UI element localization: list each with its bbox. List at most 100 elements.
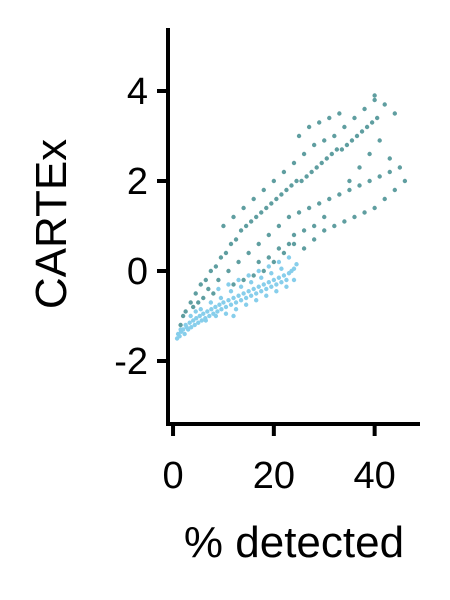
scatter-point-light bbox=[226, 282, 231, 287]
scatter-point-dark bbox=[296, 133, 302, 139]
scatter-point-light bbox=[266, 264, 271, 269]
scatter-point-dark bbox=[261, 187, 266, 193]
scatter-point-light bbox=[231, 295, 236, 301]
scatter-point-dark bbox=[301, 246, 307, 251]
scatter-point-dark bbox=[261, 268, 266, 274]
x-ticks: 0 20 40 bbox=[162, 424, 396, 497]
scatter-point-dark bbox=[221, 223, 226, 229]
scatter-point-dark bbox=[281, 250, 287, 256]
scatter-point-light bbox=[223, 311, 229, 316]
scatter-point-dark bbox=[332, 133, 337, 139]
scatter-point-dark bbox=[382, 196, 387, 202]
scatter-point-dark bbox=[241, 277, 246, 283]
scatter-point-light bbox=[213, 304, 218, 310]
scatter-point-dark bbox=[254, 214, 259, 220]
x-tick-label: 20 bbox=[253, 455, 295, 497]
scatter-point-dark bbox=[322, 138, 327, 143]
scatter-point-dark bbox=[392, 111, 397, 116]
scatter-point-dark bbox=[367, 151, 372, 157]
scatter-point-dark bbox=[319, 160, 324, 166]
scatter-point-light bbox=[191, 318, 196, 323]
scatter-point-dark bbox=[311, 223, 317, 229]
scatter-point-light bbox=[266, 280, 271, 285]
scatter-point-dark bbox=[334, 147, 340, 152]
scatter-point-dark bbox=[324, 156, 329, 161]
points-layer bbox=[174, 93, 408, 341]
scatter-point-dark bbox=[271, 259, 277, 265]
scatter-point-dark bbox=[256, 241, 261, 247]
scatter-point-dark bbox=[397, 165, 403, 170]
scatter-point-dark bbox=[309, 169, 314, 175]
scatter-point-dark bbox=[301, 228, 307, 233]
scatter-point-light bbox=[246, 289, 251, 294]
scatter-point-dark bbox=[188, 300, 193, 305]
scatter-point-light bbox=[228, 302, 234, 307]
scatter-point-dark bbox=[216, 277, 221, 283]
scatter-point-dark bbox=[364, 124, 370, 130]
scatter-point-light bbox=[254, 291, 259, 296]
scatter-point-dark bbox=[377, 174, 382, 179]
scatter-point-dark bbox=[180, 313, 186, 319]
scatter-point-light bbox=[218, 295, 224, 301]
scatter-point-dark bbox=[236, 259, 241, 265]
scatter-point-dark bbox=[211, 291, 216, 296]
scatter-point-light bbox=[254, 298, 259, 303]
scatter-point-dark bbox=[238, 228, 244, 233]
y-tick-label: 0 bbox=[127, 251, 148, 293]
scatter-point-dark bbox=[301, 151, 307, 157]
scatter-point-light bbox=[201, 311, 206, 316]
scatter-point-light bbox=[233, 300, 239, 305]
scatter-point-light bbox=[231, 313, 236, 319]
scatter-point-dark bbox=[266, 255, 271, 260]
scatter-point-light bbox=[256, 284, 261, 289]
scatter-point-light bbox=[208, 300, 214, 305]
scatter-point-dark bbox=[362, 210, 367, 215]
scatter-point-dark bbox=[279, 192, 284, 197]
scatter-point-light bbox=[219, 307, 224, 312]
scatter-point-dark bbox=[196, 300, 201, 305]
scatter-point-dark bbox=[339, 147, 345, 152]
scatter-point-dark bbox=[291, 241, 297, 247]
x-axis-label: % detected bbox=[184, 518, 404, 567]
scatter-point-dark bbox=[349, 138, 355, 143]
scatter-point-dark bbox=[231, 214, 236, 220]
scatter-point-light bbox=[226, 298, 231, 303]
scatter-point-dark bbox=[193, 291, 198, 296]
scatter-point-dark bbox=[276, 223, 282, 229]
scatter-point-dark bbox=[291, 232, 297, 238]
scatter-point-light bbox=[205, 309, 210, 314]
scatter-point-light bbox=[284, 277, 289, 283]
scatter-point-light bbox=[194, 316, 199, 321]
scatter-point-light bbox=[196, 320, 201, 325]
scatter-point-light bbox=[182, 331, 187, 337]
scatter-point-dark bbox=[241, 205, 246, 211]
scatter-point-light bbox=[256, 268, 261, 274]
scatter-point-dark bbox=[374, 115, 380, 121]
scatter-point-light bbox=[269, 271, 274, 276]
scatter-point-light bbox=[291, 277, 297, 283]
scatter-point-light bbox=[241, 291, 246, 296]
scatter-point-light bbox=[276, 259, 282, 265]
scatter-point-light bbox=[188, 313, 193, 319]
scatter-point-light bbox=[264, 286, 269, 292]
scatter-point-dark bbox=[372, 97, 377, 103]
scatter-point-dark bbox=[329, 151, 334, 157]
scatter-point-dark bbox=[337, 111, 342, 116]
scatter-point-dark bbox=[198, 282, 203, 287]
scatter-point-dark bbox=[344, 142, 350, 148]
scatter-point-light bbox=[207, 313, 212, 319]
y-axis-label: CARTEx bbox=[27, 139, 76, 309]
scatter-point-dark bbox=[357, 165, 362, 170]
scatter-point-light bbox=[279, 280, 284, 285]
scatter-point-dark bbox=[306, 205, 312, 211]
scatter-point-dark bbox=[342, 219, 347, 224]
scatter-point-light bbox=[238, 298, 244, 303]
scatter-point-dark bbox=[271, 178, 277, 184]
scatter-point-light bbox=[269, 284, 274, 289]
scatter-point-dark bbox=[317, 201, 322, 206]
scatter-point-dark bbox=[352, 115, 357, 121]
scatter-point-dark bbox=[377, 138, 382, 143]
scatter-point-dark bbox=[183, 309, 188, 314]
scatter-point-dark bbox=[294, 178, 299, 184]
